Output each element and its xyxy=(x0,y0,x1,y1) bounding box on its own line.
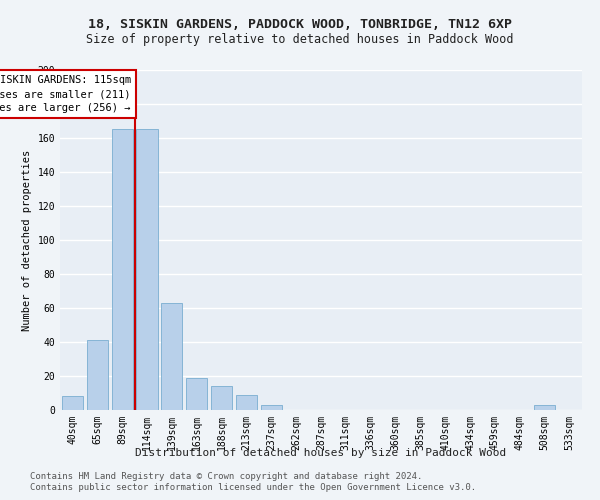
Text: 18, SISKIN GARDENS, PADDOCK WOOD, TONBRIDGE, TN12 6XP: 18, SISKIN GARDENS, PADDOCK WOOD, TONBRI… xyxy=(88,18,512,30)
Bar xyxy=(211,386,232,410)
Y-axis label: Number of detached properties: Number of detached properties xyxy=(22,150,32,330)
Bar xyxy=(186,378,207,410)
Bar xyxy=(236,394,257,410)
Bar xyxy=(62,396,83,410)
Bar xyxy=(161,303,182,410)
Bar xyxy=(261,405,282,410)
Text: Size of property relative to detached houses in Paddock Wood: Size of property relative to detached ho… xyxy=(86,32,514,46)
Text: Distribution of detached houses by size in Paddock Wood: Distribution of detached houses by size … xyxy=(136,448,506,458)
Bar xyxy=(534,405,555,410)
Bar xyxy=(136,130,158,410)
Text: Contains public sector information licensed under the Open Government Licence v3: Contains public sector information licen… xyxy=(30,484,476,492)
Bar xyxy=(112,130,133,410)
Text: Contains HM Land Registry data © Crown copyright and database right 2024.: Contains HM Land Registry data © Crown c… xyxy=(30,472,422,481)
Text: 18 SISKIN GARDENS: 115sqm
← 44% of detached houses are smaller (211)
53% of semi: 18 SISKIN GARDENS: 115sqm ← 44% of detac… xyxy=(0,75,131,113)
Bar xyxy=(87,340,108,410)
